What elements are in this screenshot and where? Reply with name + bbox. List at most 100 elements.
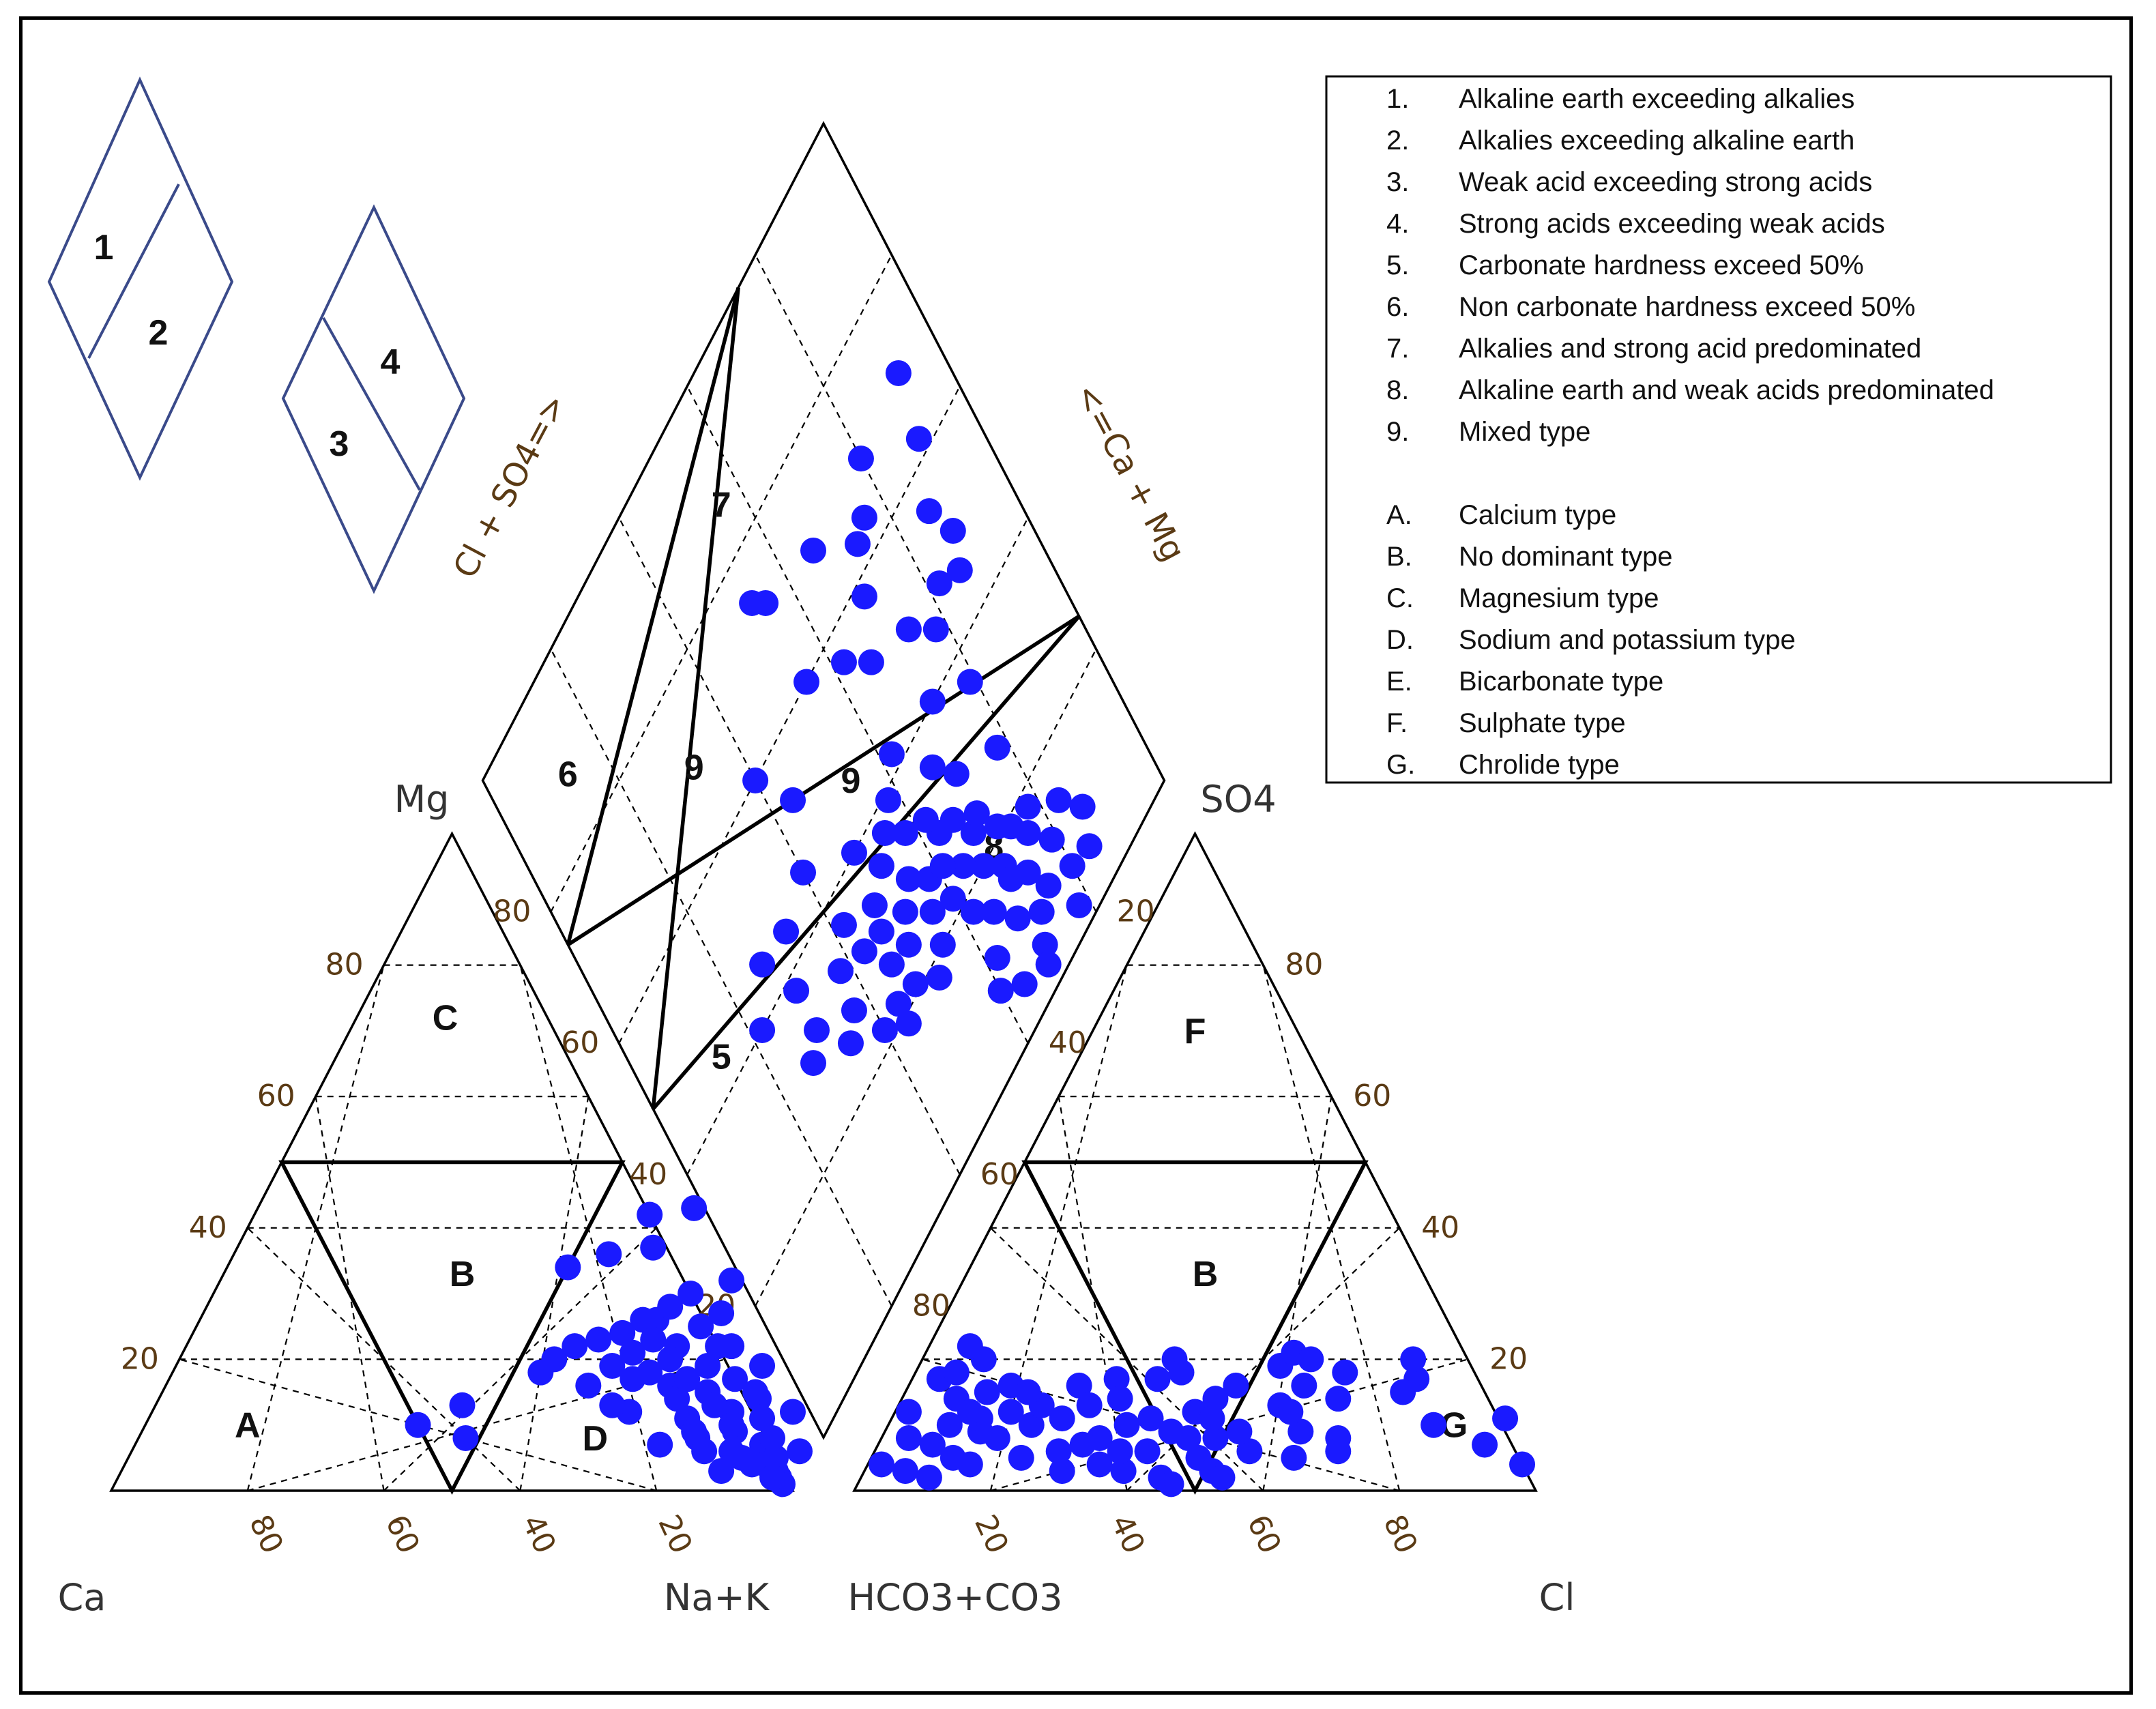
- zone-key-2: 2: [149, 313, 169, 353]
- diamond-point: [1059, 853, 1086, 879]
- legend-key: A.: [1386, 500, 1412, 530]
- cation-point: [599, 1392, 626, 1418]
- diamond-point: [780, 787, 806, 813]
- anion-point: [1045, 1438, 1072, 1465]
- diamond-upper-bar: [566, 287, 740, 946]
- diamond-point: [895, 866, 922, 892]
- corner-label-so4: SO4: [1200, 778, 1276, 821]
- anion-point: [997, 1399, 1024, 1425]
- cation-point: [640, 1234, 667, 1261]
- cation-point: [749, 1405, 776, 1432]
- diamond-point: [905, 426, 932, 452]
- cation-point: [575, 1372, 602, 1399]
- diamond-zone-9a: 9: [684, 748, 704, 788]
- diamond-point: [793, 669, 820, 695]
- legend-label: Non carbonate hardness exceed 50%: [1459, 292, 1915, 322]
- legend-key: 9.: [1386, 417, 1409, 447]
- cation-point: [763, 1444, 789, 1471]
- diamond-point: [1069, 793, 1096, 820]
- anion-point: [1137, 1405, 1164, 1432]
- anion-zone-b: B: [1193, 1255, 1219, 1294]
- diamond-point: [871, 1017, 898, 1043]
- anion-point: [1287, 1418, 1314, 1445]
- cation-point: [749, 1353, 776, 1379]
- diamond-point: [984, 734, 1010, 761]
- anion-point: [1015, 1379, 1041, 1405]
- cation-point: [405, 1412, 431, 1438]
- cation-point: [759, 1425, 786, 1451]
- diamond-point: [957, 669, 983, 695]
- diamond-point: [984, 945, 1010, 972]
- diamond-point: [841, 997, 867, 1024]
- cation-ca-tick: 40: [515, 1510, 563, 1559]
- diamond-grid-b: [618, 517, 961, 1175]
- legend-key: 4.: [1386, 209, 1409, 239]
- anion-point: [1281, 1444, 1307, 1471]
- diamond-point: [950, 853, 976, 879]
- diamond-point: [939, 518, 966, 544]
- anion-cl-tick: 20: [967, 1510, 1015, 1559]
- legend-label: Strong acids exceeding weak acids: [1459, 209, 1885, 239]
- legend-key: 7.: [1386, 334, 1409, 364]
- cation-point: [620, 1366, 646, 1392]
- anion-point: [1209, 1464, 1236, 1491]
- legend-label: Magnesium type: [1459, 583, 1659, 613]
- diamond-point: [926, 964, 952, 991]
- legend-key: 8.: [1386, 375, 1409, 405]
- anion-point: [1175, 1425, 1201, 1451]
- anion-cl-tick: 60: [1240, 1510, 1288, 1559]
- diamond-point: [742, 768, 769, 793]
- anion-point: [1144, 1366, 1171, 1392]
- legend-label: Mixed type: [1459, 417, 1590, 447]
- anion-so4-tick: 40: [1421, 1210, 1459, 1245]
- diamond-right-tick: 20: [1117, 894, 1155, 929]
- diamond-zone-6: 6: [558, 755, 578, 794]
- legend-key: 2.: [1386, 126, 1409, 156]
- anion-point: [1236, 1438, 1263, 1465]
- diamond-diagonal-b: [651, 287, 740, 1109]
- legend-key: 3.: [1386, 167, 1409, 197]
- diamond-zone-7: 7: [712, 486, 731, 525]
- zone-key-diagrams: 1 2 3 4: [47, 76, 466, 594]
- anion-point: [1018, 1412, 1045, 1438]
- diamond-point: [939, 886, 966, 912]
- diamond-point: [827, 958, 854, 984]
- cation-point: [452, 1425, 479, 1451]
- anion-point: [1199, 1405, 1225, 1432]
- cation-point: [674, 1366, 701, 1392]
- cation-mg-tick: 40: [189, 1210, 227, 1245]
- legend-key: D.: [1386, 625, 1414, 655]
- diamond-point: [830, 911, 857, 938]
- diamond-point: [1032, 931, 1058, 958]
- anion-point: [1202, 1425, 1229, 1451]
- diamond-axis-label-right: <=Ca + Mg: [1067, 377, 1193, 568]
- anion-point: [1400, 1346, 1427, 1373]
- diamond-point: [943, 761, 970, 787]
- cation-point: [722, 1366, 748, 1392]
- anion-point: [957, 1399, 983, 1425]
- cation-point: [718, 1267, 745, 1294]
- diamond-point: [1011, 971, 1038, 997]
- anion-point: [1226, 1418, 1253, 1445]
- cation-point: [691, 1438, 718, 1465]
- diamond-point: [946, 557, 973, 583]
- diamond-left-tick: 40: [629, 1157, 667, 1192]
- legend-label: Chrolide type: [1459, 750, 1620, 780]
- diamond-grid-a: [618, 385, 961, 1044]
- cation-point: [701, 1392, 728, 1418]
- cation-point: [657, 1346, 684, 1373]
- cation-point: [620, 1339, 646, 1366]
- diamond-point: [749, 951, 776, 978]
- diamond-point: [851, 938, 877, 965]
- anion-point: [1202, 1386, 1229, 1412]
- anion-point: [1066, 1372, 1092, 1399]
- zone-key-4: 4: [381, 342, 400, 382]
- anion-point: [1277, 1399, 1304, 1425]
- corner-label-mg: Mg: [394, 778, 450, 821]
- diamond-point: [892, 820, 918, 847]
- anion-point: [919, 1431, 946, 1458]
- diamond-grid-b: [755, 254, 1097, 913]
- anion-point: [1086, 1451, 1113, 1478]
- cation-zone-d: D: [583, 1419, 609, 1459]
